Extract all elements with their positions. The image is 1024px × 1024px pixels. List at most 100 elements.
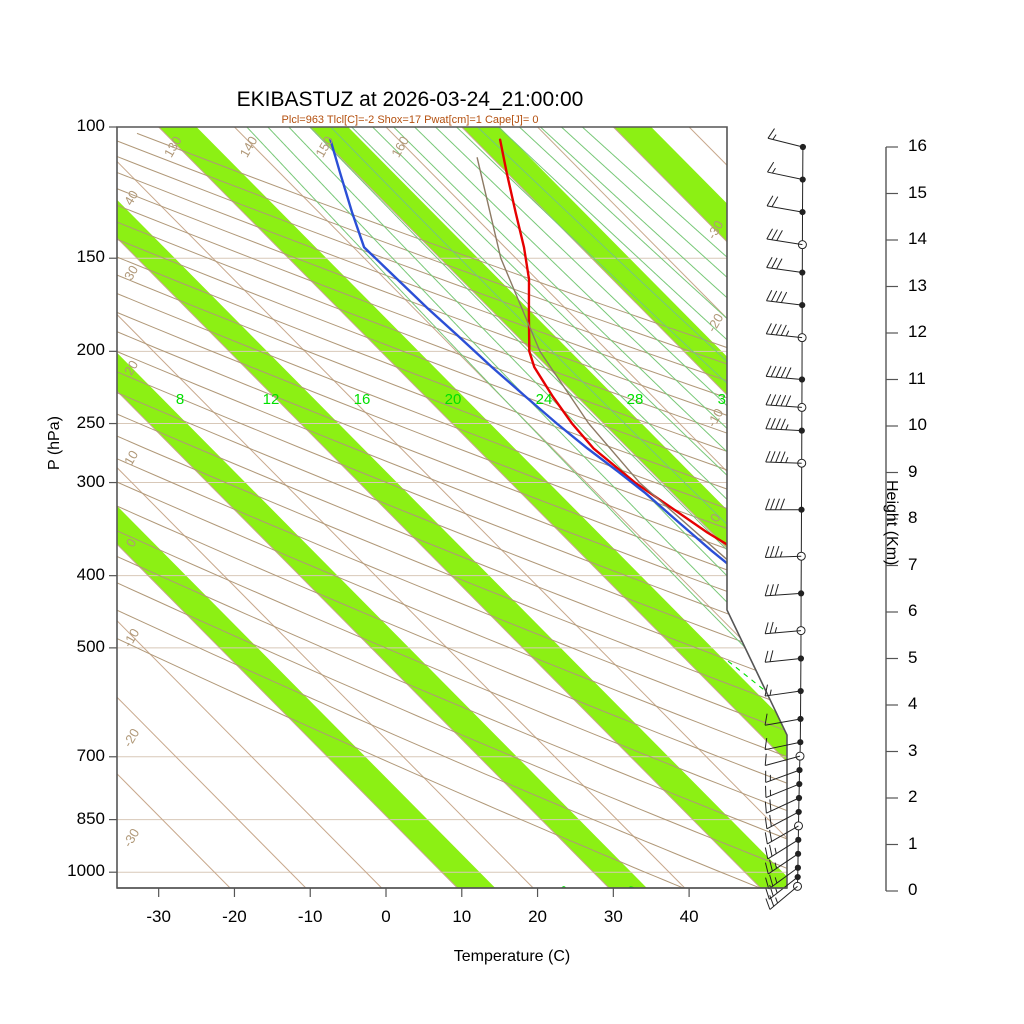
moist-adiabat-line — [372, 127, 787, 873]
wind-barb-stroke — [780, 395, 787, 407]
wind-barb-stroke — [764, 584, 769, 597]
temperature-tick-label: -10 — [297, 907, 323, 926]
temperature-tick-label: -20 — [222, 907, 247, 926]
height-tick-label: 4 — [908, 694, 918, 713]
wind-barb-stroke — [764, 690, 801, 697]
wind-barb-stroke — [775, 897, 779, 904]
temperature-tick-label: 30 — [603, 907, 623, 926]
shade-band — [461, 127, 787, 888]
moist-adiabat-line — [414, 127, 787, 873]
wind-barb-stroke — [764, 546, 770, 558]
dry-adiabat-line — [117, 132, 787, 888]
wind-barb-stroke — [765, 592, 802, 597]
wind-barb-stroke — [774, 583, 779, 596]
height-tick-label: 5 — [908, 647, 918, 667]
wind-barb-stroke — [771, 196, 779, 207]
isotherm-line — [841, 127, 1024, 888]
isotherm-line — [234, 127, 787, 888]
pressure-tick-label: 250 — [76, 412, 105, 432]
dry-adiabat-line — [117, 132, 787, 888]
wind-barb-stroke — [765, 755, 801, 766]
moist-adiabat-label: 20 — [445, 391, 462, 408]
wind-barb-stroke — [785, 395, 792, 407]
wind-barb-stroke — [765, 404, 802, 408]
wind-barb-stroke — [771, 257, 778, 269]
mixing-ratio-line — [825, 661, 1024, 888]
wind-barb-stroke — [766, 195, 774, 207]
moist-adiabat-line — [435, 127, 787, 873]
moist-adiabat-line — [330, 127, 787, 873]
height-tick-label: 15 — [908, 182, 927, 202]
wind-barb-stroke — [779, 551, 783, 558]
wind-barb-stroke — [764, 718, 801, 726]
wind-barb-stroke — [766, 300, 803, 306]
dry-adiabat-line — [117, 132, 787, 888]
wind-barb-stroke — [765, 323, 772, 335]
wind-barb-stroke — [766, 256, 773, 268]
wind-barb-stroke — [780, 366, 787, 378]
wind-barb-stroke — [766, 375, 803, 380]
wind-barb-stroke — [765, 461, 802, 464]
wind-barb-stroke — [767, 853, 799, 875]
moist-adiabat-label: 28 — [627, 391, 644, 408]
isotherm-line — [117, 127, 458, 888]
moist-adiabat-label: 24 — [536, 391, 553, 408]
dry-adiabat-line — [117, 132, 787, 888]
dry-adiabat-line — [117, 132, 787, 677]
wind-barb-stroke — [769, 874, 774, 887]
shade-band — [117, 127, 787, 888]
dry-adiabat-line — [117, 132, 787, 705]
height-tick-label: 0 — [908, 880, 918, 899]
height-tick-label: 11 — [908, 368, 926, 388]
height-tick-label: 9 — [908, 461, 918, 481]
wind-barb-stroke — [775, 418, 781, 430]
moist-adiabat-line — [351, 127, 787, 873]
isotherm-line — [117, 127, 382, 888]
wind-barb-stroke — [774, 545, 780, 558]
isotherm-line — [117, 127, 787, 888]
dry-adiabat-line — [117, 132, 787, 819]
wind-barb-stroke — [769, 844, 773, 857]
shade-band — [117, 127, 496, 888]
wind-barb-stroke — [769, 859, 773, 872]
pressure-tick-label: 150 — [76, 247, 105, 267]
pressure-tick-label: 400 — [76, 564, 105, 584]
wind-barb-stroke — [766, 267, 803, 274]
chart-subtitle: Plcl=963 Tlcl[C]=-2 Shox=17 Pwat[cm]=1 C… — [281, 114, 539, 126]
height-tick-label: 10 — [908, 415, 927, 434]
wind-barb-stroke — [770, 498, 775, 510]
dry-adiabat-line — [136, 132, 787, 597]
wind-barb-stroke — [769, 650, 774, 662]
wind-barb-stroke — [775, 366, 782, 378]
wind-barb-stroke — [770, 323, 777, 335]
wind-level-dot — [795, 836, 802, 843]
temperature-axis-title: Temperature (C) — [453, 948, 571, 965]
height-tick-label: 14 — [908, 229, 927, 248]
wind-barb-stroke — [775, 451, 781, 463]
wind-barb-stroke — [764, 817, 768, 829]
wind-barb-stroke — [774, 847, 777, 854]
wind-barb-stroke — [771, 167, 776, 174]
isotherm-line — [537, 127, 787, 888]
wind-barb-stroke — [776, 258, 783, 270]
wind-barb-stroke — [764, 832, 768, 844]
dry-adiabat-line — [117, 132, 787, 881]
wind-barb-stroke — [770, 365, 777, 378]
height-tick-label: 16 — [908, 136, 927, 155]
temperature-tick-label: 40 — [679, 907, 699, 926]
height-axis-title: Height (Km) — [883, 480, 900, 566]
height-tick-label: 7 — [908, 554, 918, 574]
mixing-ratio-label: 12 — [553, 883, 575, 904]
wind-barb-stroke — [764, 847, 769, 860]
wind-barb-stroke — [767, 825, 799, 845]
pressure-tick-label: 700 — [76, 745, 105, 765]
height-tick-label: 13 — [908, 275, 927, 295]
isotherm-line — [117, 127, 610, 888]
wind-trace-line — [797, 146, 804, 887]
wind-barb-stroke — [765, 769, 800, 783]
moist-adiabat-line — [288, 127, 787, 873]
dry-adiabat-line — [117, 132, 787, 888]
wind-barb-stroke — [765, 428, 802, 432]
isotherm-line — [117, 127, 307, 888]
wind-barb-stroke — [785, 457, 789, 463]
